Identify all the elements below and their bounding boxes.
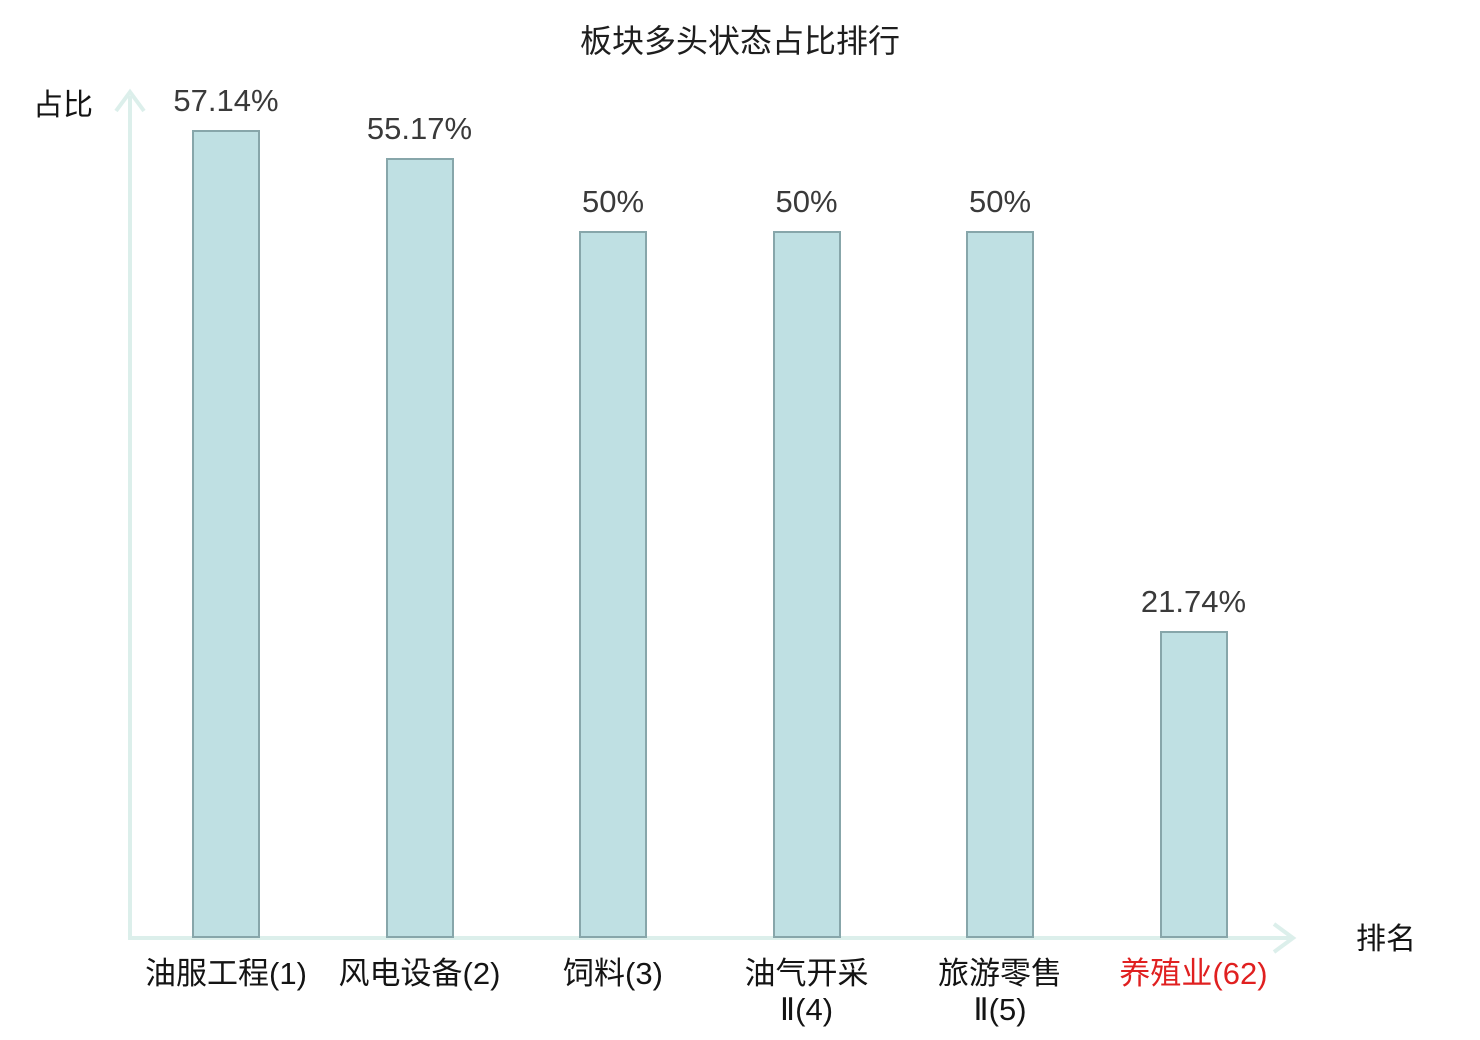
x-tick-label-line: Ⅱ(5) [973, 992, 1027, 1027]
y-axis-arrow-icon [114, 88, 146, 113]
x-tick-label-line: 油服工程(1) [145, 956, 307, 991]
bar-value-label: 50% [581, 184, 645, 219]
x-tick-label-line: 养殖业(62) [1119, 956, 1268, 991]
x-tick-label: 油服工程(1) [116, 956, 336, 992]
bar-value-label: 21.74% [1140, 584, 1247, 619]
bar-value-label: 55.17% [366, 111, 473, 146]
bar-value-label: 57.14% [173, 83, 279, 118]
chart-title: 板块多头状态占比排行 [579, 23, 900, 59]
x-axis-label: 排名 [1356, 923, 1416, 956]
x-tick-label: 养殖业(62) [1084, 956, 1304, 992]
bar [1159, 631, 1228, 938]
x-tick-label: 油气开采 Ⅱ(4) [697, 956, 917, 1028]
x-tick-label: 风电设备(2) [310, 956, 530, 992]
bar-value-label: 50% [775, 184, 838, 219]
bar [385, 158, 454, 938]
bar [192, 130, 260, 938]
x-tick-label-line: Ⅱ(4) [779, 992, 834, 1027]
bar [772, 231, 841, 938]
x-tick-label-line: 风电设备(2) [338, 956, 501, 991]
x-tick-label: 饲料(3) [503, 956, 723, 992]
x-tick-label-line: 旅游零售 [938, 956, 1062, 991]
x-axis-arrow-icon [1272, 922, 1297, 954]
x-tick-label: 旅游零售 Ⅱ(5) [890, 956, 1110, 1028]
x-tick-label-line: 油气开采 [744, 956, 869, 991]
y-axis-label: 占比 [33, 89, 93, 122]
bar [966, 231, 1034, 938]
bar [579, 231, 647, 938]
x-tick-label-line: 饲料(3) [563, 956, 663, 991]
bar-value-label: 50% [968, 184, 1032, 219]
